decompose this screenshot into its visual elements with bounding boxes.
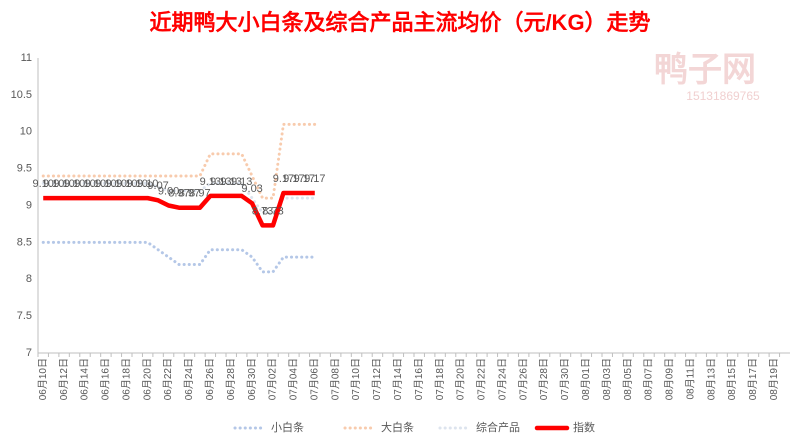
data-label: 9.10 [43,178,64,190]
x-tick-label: 07月16日 [413,358,425,400]
data-label: 9.10 [137,178,158,190]
x-tick-label: 08月15日 [726,358,738,400]
x-tick-label: 08月05日 [622,358,634,400]
x-tick-label: 06月10日 [37,358,49,400]
y-tick-label: 10 [20,126,32,138]
x-tick-label: 07月24日 [496,358,508,400]
data-label: 9.10 [116,178,137,190]
data-label: 9.13 [231,176,252,188]
x-tick-label: 08月07日 [643,358,655,400]
data-label: 9.07 [147,180,168,192]
x-tick-label: 07月10日 [350,358,362,400]
series-line [41,181,317,215]
x-tick-label: 07月18日 [434,358,446,400]
x-tick-label: 08月13日 [705,358,717,400]
x-tick-label: 07月22日 [476,358,488,400]
x-tick-label: 07月08日 [329,358,341,400]
x-tick-label: 07月20日 [455,358,467,400]
y-tick-label: 7 [26,347,32,359]
x-tick-label: 06月16日 [100,358,112,400]
x-tick-label: 07月04日 [288,358,300,400]
x-tick-label: 06月14日 [79,358,91,400]
data-label: 9.17 [273,173,294,185]
x-tick-label: 06月22日 [162,358,174,400]
series-line [41,122,317,200]
data-label: 8.73 [262,205,283,217]
chart-title: 近期鸭大小白条及综合产品主流均价（元/KG）走势 [149,10,650,35]
data-label: 9.03 [241,183,262,195]
x-tick-label: 08月17日 [747,358,759,400]
x-tick-label: 08月01日 [580,358,592,400]
data-label: 9.17 [304,173,325,185]
x-tick-label: 07月12日 [371,358,383,400]
legend-label: 指数 [573,420,595,434]
x-tick-label: 07月06日 [308,358,320,400]
data-label: 9.10 [74,178,95,190]
data-label: 9.10 [64,178,85,190]
y-tick-label: 7.5 [17,310,32,322]
data-label: 9.17 [283,173,304,185]
data-label: 9.10 [95,178,116,190]
x-tick-label: 06月18日 [120,358,132,400]
x-tick-label: 07月02日 [267,358,279,400]
data-label: 8.97 [168,188,189,200]
y-tick-label: 11 [21,52,32,64]
x-tick-label: 06月24日 [183,358,195,400]
x-tick-label: 08月09日 [664,358,676,400]
data-label: 9.13 [221,176,242,188]
data-label: 8.97 [179,188,200,200]
x-tick-label: 06月30日 [246,358,258,400]
data-label: 8.97 [189,188,210,200]
y-tick-label: 9.5 [17,163,32,175]
data-label: 9.13 [210,176,231,188]
legend-label: 综合产品 [476,420,520,434]
x-tick-label: 07月30日 [559,358,571,400]
y-tick-label: 10.5 [11,89,32,101]
data-label: 9.13 [200,176,221,188]
x-tick-label: 06月12日 [58,358,70,400]
series-line [41,240,317,274]
data-label: 9.00 [158,185,179,197]
data-label: 9.10 [127,178,148,190]
data-label: 9.10 [33,178,54,190]
data-label: 8.73 [252,205,273,217]
x-tick-label: 08月11日 [684,358,696,400]
data-label: 9.10 [85,178,106,190]
legend-label: 小白条 [271,420,304,434]
y-tick-label: 9 [26,199,32,211]
data-label: 9.10 [106,178,127,190]
watermark: 15131869765 [686,89,760,103]
x-tick-label: 08月19日 [768,358,780,400]
watermark: 鸭子网 [654,51,756,89]
series-line [43,190,315,228]
x-tick-label: 07月28日 [538,358,550,400]
x-tick-label: 08月03日 [601,358,613,400]
data-label: 9.17 [294,173,315,185]
legend-label: 大白条 [381,420,414,434]
y-tick-label: 8.5 [17,236,32,248]
x-tick-label: 07月26日 [517,358,529,400]
y-tick-label: 8 [26,273,32,285]
x-tick-label: 06月28日 [225,358,237,400]
data-label: 9.10 [53,178,74,190]
x-tick-label: 06月20日 [141,358,153,400]
x-tick-label: 06月26日 [204,358,216,400]
x-tick-label: 07月14日 [392,358,404,400]
